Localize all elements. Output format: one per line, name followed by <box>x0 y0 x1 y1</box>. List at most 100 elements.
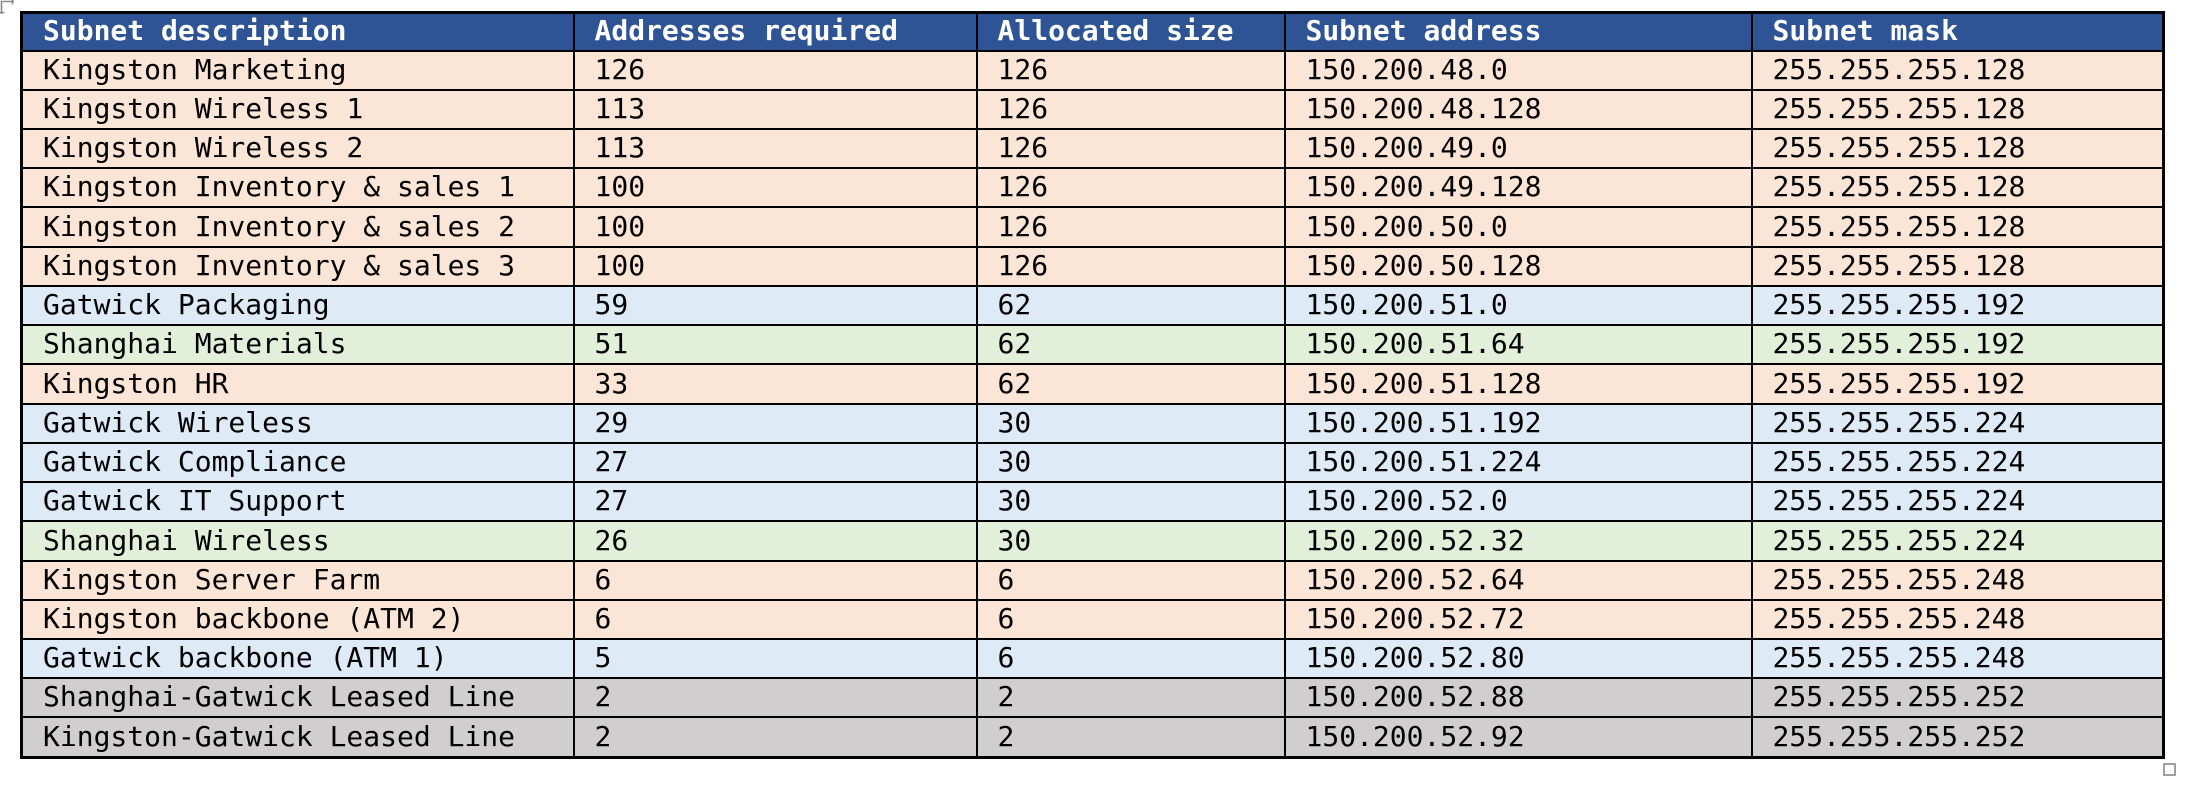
cell-allocated: 6 <box>975 638 1286 680</box>
table-row: Gatwick Compliance 27 30 150.200.51.224 255.… <box>20 441 2165 484</box>
cell-allocated: 126 <box>975 206 1286 248</box>
column-header-subnet-mask: Subnet mask <box>1750 11 2165 52</box>
cell-required: 6 <box>572 559 978 601</box>
cell-required: 2 <box>572 677 978 719</box>
cell-required: 6 <box>572 598 978 641</box>
table-row: Kingston backbone (ATM 2) 6 6 150.200.52.72… <box>20 598 2165 641</box>
cell-mask: 255.255.255.224 <box>1750 520 2165 562</box>
cell-mask: 255.255.255.128 <box>1750 167 2165 209</box>
column-header-allocated-size: Allocated size <box>975 11 1286 52</box>
corner-crop-mark-icon <box>0 0 14 14</box>
column-header-subnet-address: Subnet address <box>1283 11 1753 52</box>
cell-allocated: 62 <box>975 284 1286 327</box>
cell-address: 150.200.52.92 <box>1283 716 1753 759</box>
cell-allocated: 30 <box>975 402 1286 444</box>
cell-allocated: 126 <box>975 127 1286 170</box>
cell-required: 51 <box>572 324 978 366</box>
cell-address: 150.200.48.0 <box>1283 49 1753 91</box>
cell-description: Kingston Server Farm <box>20 559 575 601</box>
cell-mask: 255.255.255.128 <box>1750 206 2165 248</box>
cell-mask: 255.255.255.192 <box>1750 284 2165 327</box>
cell-address: 150.200.48.128 <box>1283 88 1753 130</box>
cell-description: Gatwick Packaging <box>20 284 575 327</box>
table-row: Gatwick backbone (ATM 1) 5 6 150.200.52.80 2… <box>20 638 2165 680</box>
table-row: Kingston Server Farm 6 6 150.200.52.64 255.2… <box>20 559 2165 601</box>
cell-address: 150.200.52.72 <box>1283 598 1753 641</box>
cell-address: 150.200.49.128 <box>1283 167 1753 209</box>
cell-allocated: 62 <box>975 324 1286 366</box>
header-row: Subnet description Addresses required Al… <box>20 11 2165 52</box>
cell-required: 33 <box>572 363 978 405</box>
cell-description: Kingston Inventory & sales 1 <box>20 167 575 209</box>
table-row: Shanghai Materials 51 62 150.200.51.64 255.2… <box>20 324 2165 366</box>
cell-description: Kingston Wireless 2 <box>20 127 575 170</box>
table-row: Kingston HR 33 62 150.200.51.128 255.255.255… <box>20 363 2165 405</box>
cell-required: 59 <box>572 284 978 327</box>
cell-required: 113 <box>572 88 978 130</box>
cell-allocated: 126 <box>975 88 1286 130</box>
column-header-addresses-required: Addresses required <box>572 11 978 52</box>
cell-mask: 255.255.255.248 <box>1750 559 2165 601</box>
cell-description: Shanghai Wireless <box>20 520 575 562</box>
cell-mask: 255.255.255.128 <box>1750 127 2165 170</box>
table-row: Gatwick Wireless 29 30 150.200.51.192 255.25… <box>20 402 2165 444</box>
cell-allocated: 30 <box>975 481 1286 523</box>
cell-allocated: 2 <box>975 677 1286 719</box>
cell-required: 100 <box>572 206 978 248</box>
table-row: Kingston Wireless 2 113 126 150.200.49.0 255… <box>20 127 2165 170</box>
cell-allocated: 6 <box>975 559 1286 601</box>
table-resize-handle-icon[interactable] <box>2163 763 2176 776</box>
cell-allocated: 126 <box>975 245 1286 287</box>
cell-description: Kingston Wireless 1 <box>20 88 575 130</box>
cell-mask: 255.255.255.224 <box>1750 441 2165 484</box>
table-row: Kingston-Gatwick Leased Line 2 2 150.200.52… <box>20 716 2165 759</box>
cell-description: Gatwick IT Support <box>20 481 575 523</box>
cell-address: 150.200.51.0 <box>1283 284 1753 327</box>
cell-description: Shanghai-Gatwick Leased Line <box>20 677 575 719</box>
table-row: Kingston Inventory & sales 2 100 126 150.20… <box>20 206 2165 248</box>
cell-required: 5 <box>572 638 978 680</box>
cell-description: Kingston Marketing <box>20 49 575 91</box>
cell-allocated: 6 <box>975 598 1286 641</box>
cell-mask: 255.255.255.192 <box>1750 324 2165 366</box>
cell-required: 126 <box>572 49 978 91</box>
cell-address: 150.200.51.192 <box>1283 402 1753 444</box>
cell-mask: 255.255.255.248 <box>1750 598 2165 641</box>
cell-mask: 255.255.255.128 <box>1750 88 2165 130</box>
cell-required: 113 <box>572 127 978 170</box>
cell-mask: 255.255.255.128 <box>1750 245 2165 287</box>
cell-address: 150.200.52.32 <box>1283 520 1753 562</box>
cell-required: 27 <box>572 441 978 484</box>
subnet-allocation-table: Subnet description Addresses required Al… <box>20 11 2165 759</box>
cell-description: Kingston HR <box>20 363 575 405</box>
cell-mask: 255.255.255.224 <box>1750 481 2165 523</box>
cell-allocated: 126 <box>975 49 1286 91</box>
cell-address: 150.200.52.0 <box>1283 481 1753 523</box>
table-row: Kingston Marketing 126 126 150.200.48.0 255.… <box>20 49 2165 91</box>
cell-address: 150.200.51.64 <box>1283 324 1753 366</box>
cell-allocated: 30 <box>975 441 1286 484</box>
cell-required: 29 <box>572 402 978 444</box>
cell-description: Gatwick Compliance <box>20 441 575 484</box>
cell-allocated: 2 <box>975 716 1286 759</box>
cell-address: 150.200.50.128 <box>1283 245 1753 287</box>
cell-required: 26 <box>572 520 978 562</box>
cell-address: 150.200.52.64 <box>1283 559 1753 601</box>
cell-description: Gatwick backbone (ATM 1) <box>20 638 575 680</box>
cell-description: Kingston Inventory & sales 2 <box>20 206 575 248</box>
cell-address: 150.200.51.128 <box>1283 363 1753 405</box>
cell-address: 150.200.49.0 <box>1283 127 1753 170</box>
table-row: Shanghai-Gatwick Leased Line 2 2 150.200.52… <box>20 677 2165 719</box>
column-header-subnet-description: Subnet description <box>20 11 575 52</box>
table-body: Kingston Marketing 126 126 150.200.48.0 255.… <box>20 49 2165 759</box>
cell-description: Kingston backbone (ATM 2) <box>20 598 575 641</box>
cell-allocated: 30 <box>975 520 1286 562</box>
cell-address: 150.200.51.224 <box>1283 441 1753 484</box>
table-row: Gatwick IT Support 27 30 150.200.52.0 255.25… <box>20 481 2165 523</box>
cell-description: Kingston Inventory & sales 3 <box>20 245 575 287</box>
cell-description: Shanghai Materials <box>20 324 575 366</box>
cell-description: Kingston-Gatwick Leased Line <box>20 716 575 759</box>
cell-required: 100 <box>572 245 978 287</box>
cell-address: 150.200.50.0 <box>1283 206 1753 248</box>
